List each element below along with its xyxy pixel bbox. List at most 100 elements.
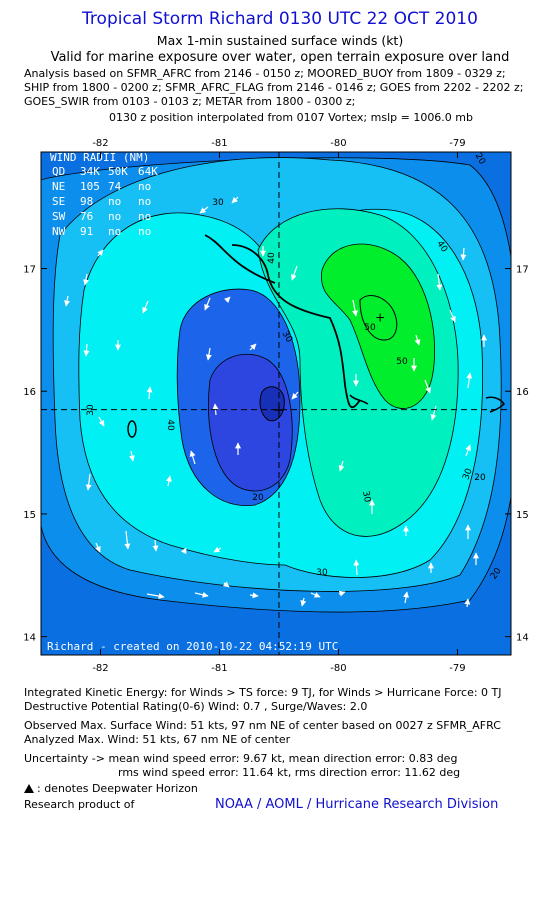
wind-vector-arrow (85, 473, 92, 491)
y-tick-right-label: 17 (516, 265, 529, 276)
contour-label: 30 (86, 404, 96, 416)
wind-vector-arrow (249, 592, 259, 599)
wind-vector-arrow (466, 372, 473, 389)
wind-contour-field (41, 152, 511, 655)
wind-vector-arrow (338, 590, 346, 597)
wind-vector-arrow (352, 299, 358, 317)
x-tick-top-label: -80 (330, 138, 346, 149)
wind-vector-arrow (128, 450, 135, 462)
uncertainty-line-1: Uncertainty -> mean wind speed error: 9.… (24, 752, 458, 765)
x-axis-bottom: -82 -81 -80 -79 (92, 649, 466, 674)
wind-vector-arrow (165, 475, 172, 487)
wind-radii-row: SE 98 no no (52, 195, 151, 208)
created-overlay: Richard - created on 2010-10-22 04:52:19… (47, 640, 338, 653)
wind-vector-arrow (146, 386, 153, 400)
analysis-line-2: SHIP from 1800 - 0200 z; SFMR_AFRC_FLAG … (24, 81, 524, 94)
y-tick-left-label: 15 (23, 510, 36, 521)
y-tick-right-label: 14 (516, 633, 529, 644)
wind-radii-cell: 91 (80, 225, 93, 238)
contour-label: 30 (360, 490, 372, 503)
max-wind-marker: + (375, 311, 385, 325)
x-tick-top-label: -82 (92, 138, 108, 149)
wind-vector-arrow (83, 273, 89, 286)
wind-vector-arrow (249, 343, 257, 351)
contour-label: 30 (316, 568, 328, 578)
x-tick-bottom-label: -82 (92, 663, 108, 674)
contour-34kt-cap (204, 234, 276, 284)
x-tick-top-label: -79 (449, 138, 465, 149)
ike-line: Integrated Kinetic Energy: for Winds > T… (24, 686, 502, 699)
wind-radii-cell: SW (52, 210, 66, 223)
analysis-line-1: Analysis based on SFMR_AFRC from 2146 - … (24, 67, 506, 80)
wind-vector-arrow (464, 598, 471, 608)
position-note: 0130 z position interpolated from 0107 V… (108, 111, 473, 124)
y-tick-left-label: 16 (23, 387, 36, 398)
map-subtitle: Max 1-min sustained surface winds (kt) (156, 33, 404, 48)
wind-radii-cell: 76 (80, 210, 93, 223)
storm-center-marker: + (273, 403, 285, 419)
wind-vector-arrow (465, 444, 471, 457)
contour-label: 20 (252, 493, 264, 503)
wind-vector-arrow (83, 343, 90, 357)
wind-vector-arrow (64, 295, 71, 307)
y-tick-right-label: 15 (516, 510, 529, 521)
map-title: Tropical Storm Richard 0130 UTC 22 OCT 2… (82, 9, 478, 29)
x-axis-top: -82 -81 -80 -79 (92, 138, 466, 158)
dpr-line: Destructive Potential Rating(0-6) Wind: … (24, 700, 368, 713)
wind-radii-table: WIND RADII (NM) QD 34K 50K 64K NE 105 74 no SE 98… (50, 151, 158, 238)
wind-vector-arrow (224, 296, 231, 303)
wind-radii-cell: 74 (108, 180, 122, 193)
deepwater-horizon-icon (24, 784, 34, 793)
contour-label: 50 (364, 323, 376, 333)
y-axis-right: 17 16 15 14 (505, 265, 529, 644)
wind-radii-title: WIND RADII (NM) (50, 151, 149, 164)
wind-vector-arrow (213, 546, 222, 553)
wind-vector-arrow (403, 591, 409, 604)
wind-vector-arrow (290, 265, 298, 281)
analyzed-max-line: Analyzed Max. Wind: 51 kts, 67 nm NE of … (24, 733, 291, 746)
x-tick-bottom-label: -79 (449, 663, 465, 674)
wind-vector-arrow (146, 593, 165, 600)
y-axis-left: 17 16 15 14 (23, 265, 47, 644)
wind-vector-arrow (300, 597, 307, 607)
contour-34kt (231, 244, 361, 409)
wind-radii-cell: no (138, 225, 151, 238)
y-tick-right-label: 16 (516, 387, 529, 398)
wind-vector-arrow (222, 581, 230, 588)
wind-vector-arrow (338, 460, 345, 472)
wind-radii-cell: 105 (80, 180, 100, 193)
x-tick-top-label: -81 (211, 138, 227, 149)
contour-label: 30 (461, 467, 474, 481)
wind-vector-arrow (460, 247, 467, 261)
contour-label: 40 (165, 419, 175, 431)
wind-vector-arrow (199, 206, 209, 214)
wind-radii-cell: no (138, 195, 151, 208)
wind-vector-arrow (205, 347, 212, 361)
wind-radii-cell: NW (52, 225, 66, 238)
wind-radii-cell: no (108, 210, 121, 223)
y-tick-left-label: 14 (23, 633, 36, 644)
wind-vector-arrow (152, 539, 159, 552)
wind-radii-row: NW 91 no no (52, 225, 151, 238)
wind-radii-header: QD 34K 50K 64K (52, 165, 158, 178)
wind-vector-arrow (180, 547, 187, 555)
wind-radii-row: NE 105 74 no (52, 180, 151, 193)
wind-vector-arrow (291, 391, 299, 400)
wind-radii-cell: no (108, 225, 121, 238)
wind-radii-cell: NE (52, 180, 65, 193)
x-tick-bottom-label: -80 (330, 663, 346, 674)
wind-vector-arrow (424, 379, 431, 394)
wind-vector-arrow (436, 273, 443, 291)
wind-vector-arrow (310, 592, 321, 598)
wind-vector-arrow (124, 530, 131, 550)
wind-vector-arrow (204, 297, 211, 311)
legend-line: : denotes Deepwater Horizon (24, 782, 198, 795)
observed-max-line: Observed Max. Surface Wind: 51 kts, 97 n… (24, 719, 501, 732)
validity-note: Valid for marine exposure over water, op… (50, 50, 510, 65)
wind-vector-arrow (231, 196, 239, 204)
wind-vectors (64, 196, 487, 608)
wind-radii-cell: no (108, 195, 121, 208)
wind-radii-column: 50K (108, 165, 128, 178)
x-tick-bottom-label: -81 (211, 663, 227, 674)
